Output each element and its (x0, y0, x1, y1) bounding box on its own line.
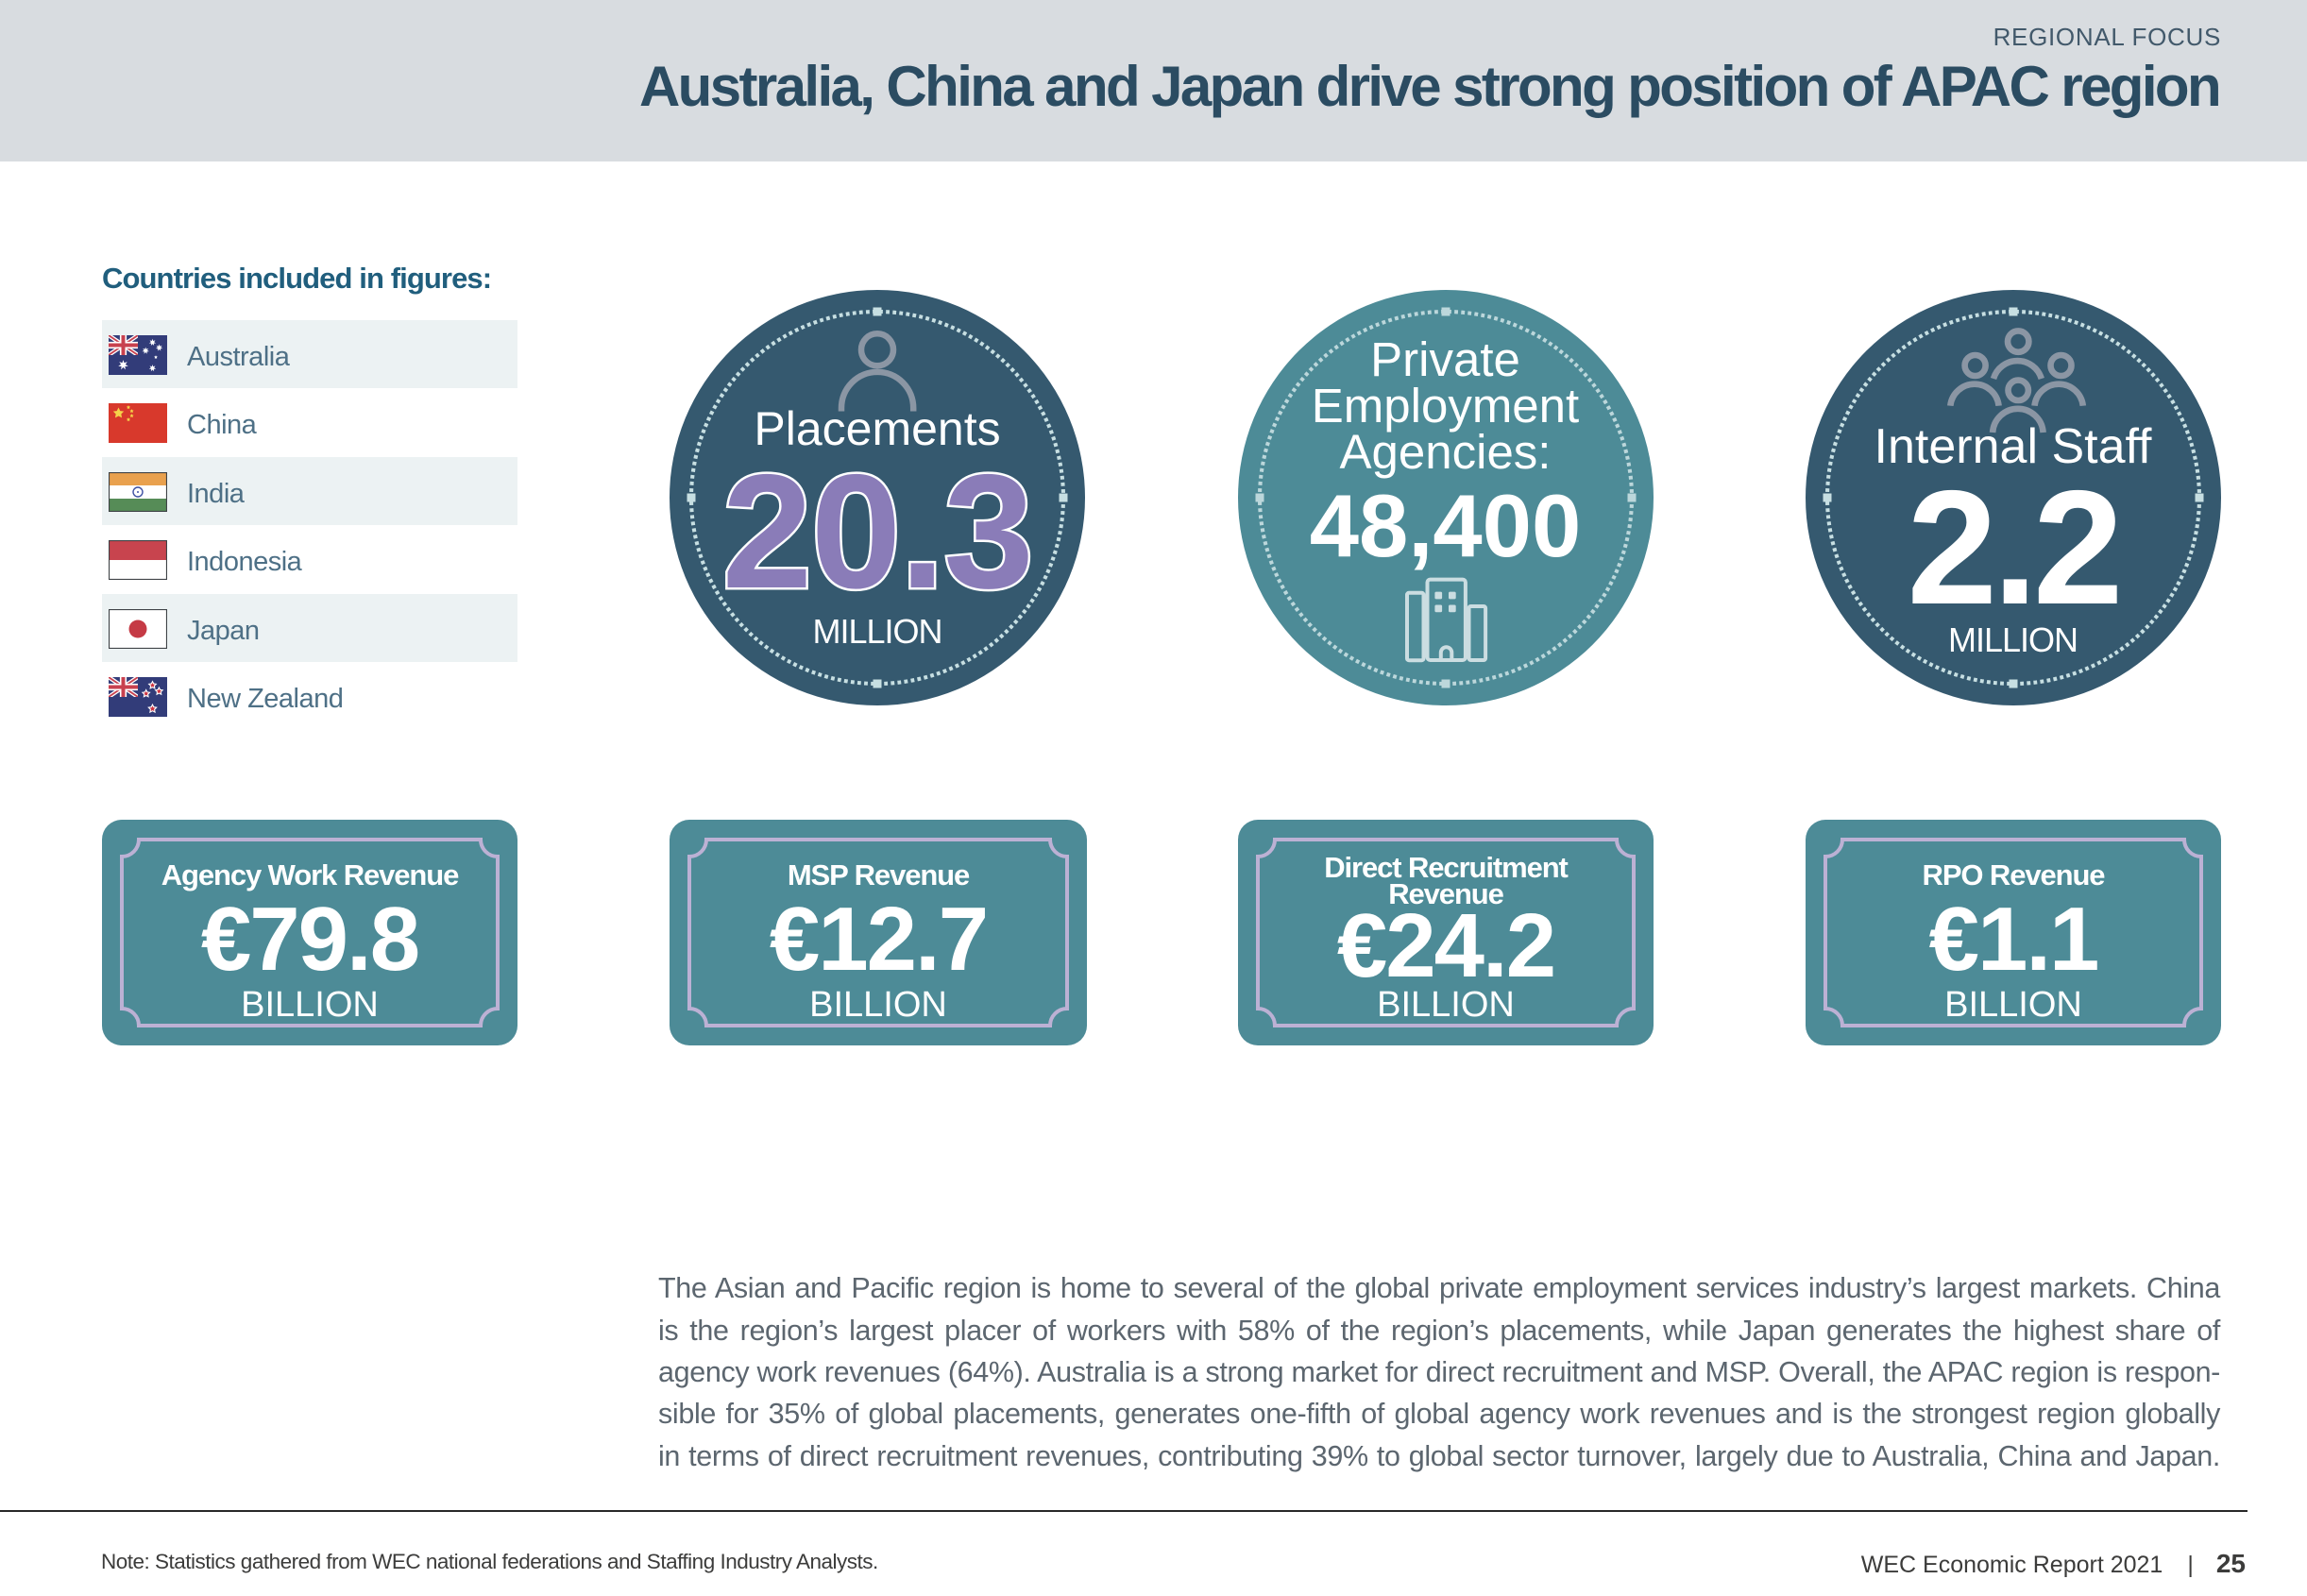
svg-text:20.3: 20.3 (722, 441, 1033, 622)
